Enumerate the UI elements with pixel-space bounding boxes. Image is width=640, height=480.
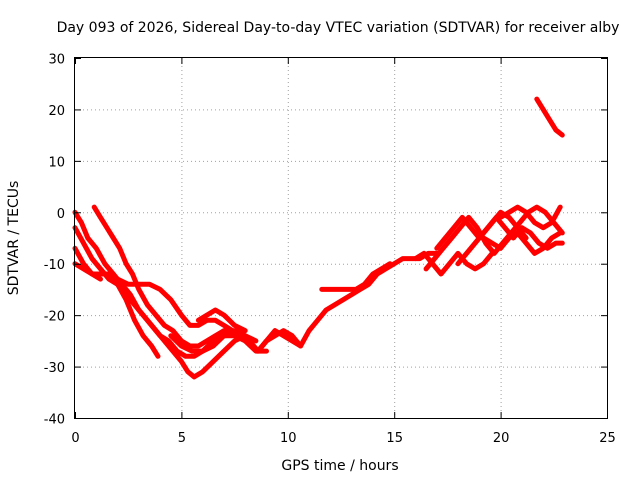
y-tick-label: 10 <box>48 155 65 170</box>
x-tick-label: 5 <box>178 431 186 446</box>
y-tick-label: -40 <box>44 413 65 428</box>
x-tick-label: 0 <box>71 431 79 446</box>
y-tick-label: -10 <box>44 258 65 273</box>
series-line-arc-4 <box>72 261 103 282</box>
series-line-arc-14 <box>455 209 529 267</box>
series-line-arc-2 <box>72 209 248 380</box>
series-line-arc-17 <box>534 96 565 138</box>
y-tick-label: -30 <box>44 361 65 376</box>
y-tick-label: -20 <box>44 310 65 325</box>
x-tick-label: 15 <box>386 431 403 446</box>
x-tick-label: 25 <box>599 431 616 446</box>
series-group <box>72 96 565 380</box>
x-axis-label: GPS time / hours <box>281 458 398 474</box>
x-tick-label: 10 <box>280 431 297 446</box>
y-axis-label: SDTVAR / TECUs <box>6 181 22 296</box>
chart-title: Day 093 of 2026, Sidereal Day-to-day VTE… <box>57 20 620 36</box>
y-tick-label: 30 <box>48 53 65 68</box>
series-line-arc-8 <box>195 307 248 334</box>
series-line-arc-10 <box>319 261 393 292</box>
y-tick-label: 0 <box>57 207 65 222</box>
series-line-arc-7 <box>168 328 259 354</box>
plot-frame <box>74 57 608 419</box>
series-line-arc-11 <box>413 250 495 277</box>
series-line-arc-5 <box>91 204 244 349</box>
series-line-arc-16 <box>498 204 563 231</box>
series-line-arc-9 <box>255 250 440 354</box>
series-line-arc-15 <box>481 230 563 256</box>
series-line-arc-12 <box>423 204 565 272</box>
axis-ticks: 0 5 10 15 20 25 -40 -30 -20 -10 0 10 20 30 <box>44 53 616 447</box>
x-tick-label: 20 <box>493 431 510 446</box>
y-tick-label: 20 <box>48 104 65 119</box>
grid <box>75 58 607 418</box>
